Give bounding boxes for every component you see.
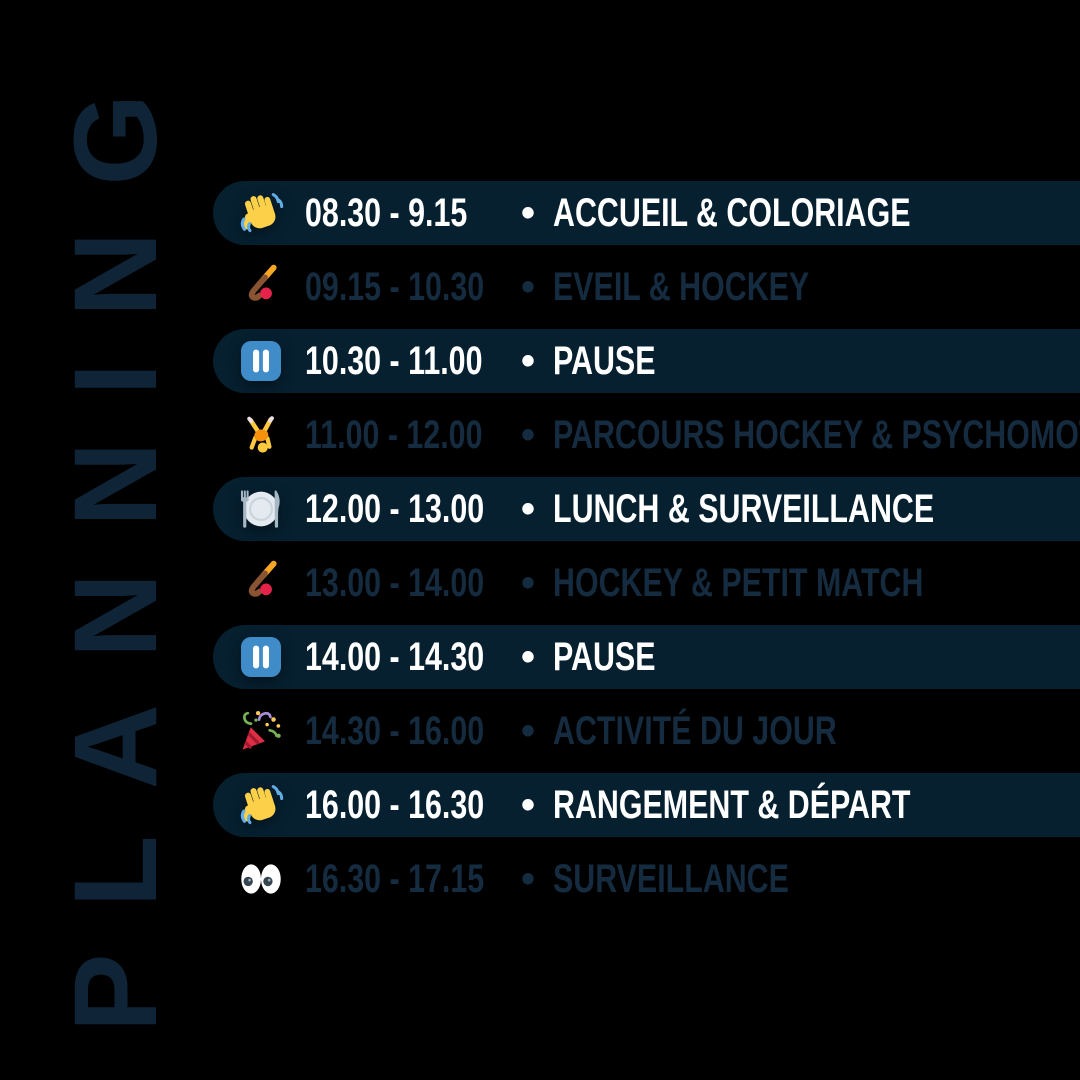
field-hockey-icon — [237, 559, 285, 607]
pause-button-icon — [237, 633, 285, 681]
schedule-row: 12.00 - 13.00 • LUNCH & SURVEILLANCE — [213, 477, 1080, 541]
activity-label: ACCUEIL & COLORIAGE — [553, 190, 911, 235]
bullet-separator: • — [521, 339, 536, 383]
pause-button-icon — [237, 337, 285, 385]
bullet-separator: • — [521, 487, 536, 531]
time-range: 12.00 - 13.00 — [305, 486, 485, 531]
schedule-row: 11.00 - 12.00 • PARCOURS HOCKEY & PSYCHO… — [213, 403, 1080, 467]
schedule-list: 08.30 - 9.15 • ACCUEIL & COLORIAGE 09.15… — [213, 181, 1080, 911]
field-hockey-icon — [237, 263, 285, 311]
schedule-row: 14.30 - 16.00 • ACTIVITÉ DU JOUR — [213, 699, 1080, 763]
activity-label: ACTIVITÉ DU JOUR — [553, 708, 837, 753]
bullet-separator: • — [521, 635, 536, 679]
time-range: 14.00 - 14.30 — [305, 634, 485, 679]
bullet-separator: • — [521, 709, 536, 753]
bullet-separator: • — [521, 413, 536, 457]
party-popper-icon — [237, 707, 285, 755]
activity-label: PAUSE — [553, 338, 656, 383]
time-range: 14.30 - 16.00 — [305, 708, 485, 753]
activity-label: RANGEMENT & DÉPART — [553, 782, 911, 827]
eyes-icon — [237, 855, 285, 903]
time-range: 09.15 - 10.30 — [305, 264, 485, 309]
activity-label: SURVEILLANCE — [553, 856, 789, 901]
schedule-row: 09.15 - 10.30 • EVEIL & HOCKEY — [213, 255, 1080, 319]
bullet-separator: • — [521, 857, 536, 901]
activity-label: EVEIL & HOCKEY — [553, 264, 810, 309]
schedule-row: 10.30 - 11.00 • PAUSE — [213, 329, 1080, 393]
activity-label: LUNCH & SURVEILLANCE — [553, 486, 935, 531]
time-range: 08.30 - 9.15 — [305, 190, 468, 235]
activity-label: PAUSE — [553, 634, 656, 679]
page-title: PLANNING — [50, 47, 182, 1033]
time-range: 10.30 - 11.00 — [305, 338, 483, 383]
time-range: 11.00 - 12.00 — [305, 412, 483, 457]
cartwheel-icon — [237, 411, 285, 459]
bullet-separator: • — [521, 783, 536, 827]
bullet-separator: • — [521, 561, 536, 605]
time-range: 13.00 - 14.00 — [305, 560, 485, 605]
waving-hand-icon — [237, 781, 285, 829]
schedule-row: 16.00 - 16.30 • RANGEMENT & DÉPART — [213, 773, 1080, 837]
schedule-row: 08.30 - 9.15 • ACCUEIL & COLORIAGE — [213, 181, 1080, 245]
activity-label: PARCOURS HOCKEY & PSYCHOMOT — [553, 412, 1080, 457]
activity-label: HOCKEY & PETIT MATCH — [553, 560, 924, 605]
bullet-separator: • — [521, 265, 536, 309]
bullet-separator: • — [521, 191, 536, 235]
time-range: 16.30 - 17.15 — [305, 856, 485, 901]
schedule-row: 16.30 - 17.15 • SURVEILLANCE — [213, 847, 1080, 911]
schedule-row: 13.00 - 14.00 • HOCKEY & PETIT MATCH — [213, 551, 1080, 615]
waving-hand-icon — [237, 189, 285, 237]
schedule-row: 14.00 - 14.30 • PAUSE — [213, 625, 1080, 689]
time-range: 16.00 - 16.30 — [305, 782, 485, 827]
fork-knife-plate-icon — [237, 485, 285, 533]
